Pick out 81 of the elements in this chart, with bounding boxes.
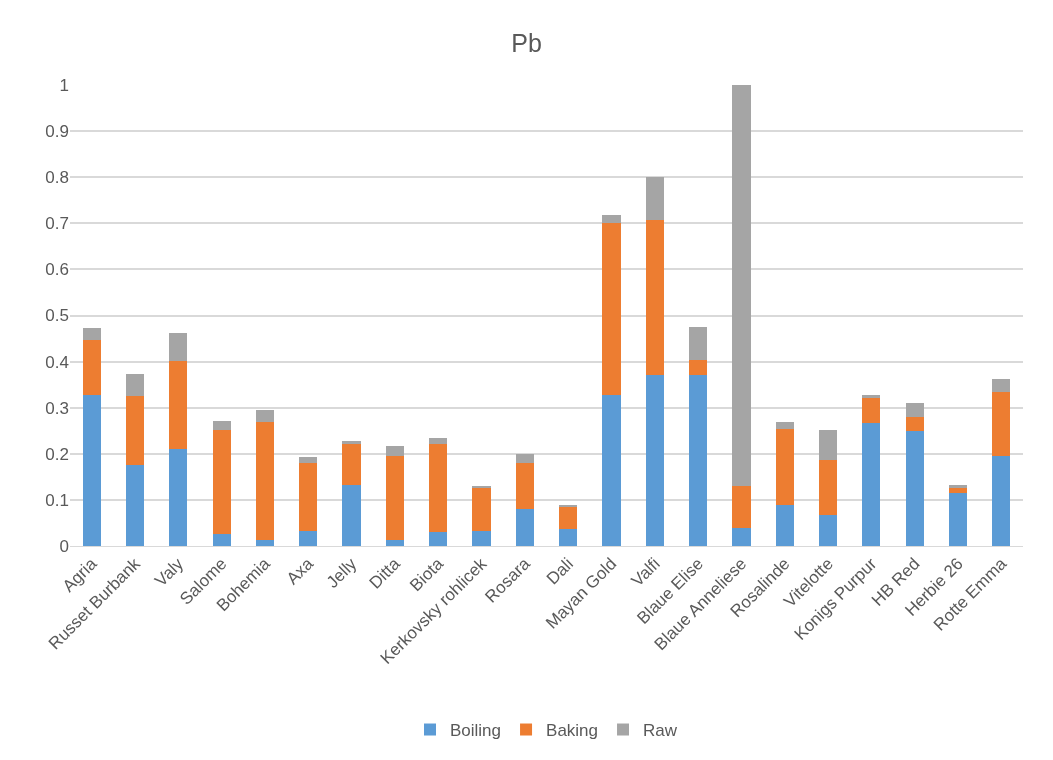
bar [342, 484, 361, 546]
bar [385, 445, 404, 457]
bar [559, 528, 578, 546]
bar [342, 441, 361, 445]
bar [732, 85, 751, 486]
bar [818, 429, 838, 461]
bar [645, 374, 664, 546]
bar [299, 456, 318, 463]
x-tick-label: Dali [542, 554, 577, 589]
bar [255, 410, 275, 422]
bar [992, 391, 1011, 457]
bar [948, 487, 968, 493]
bar [299, 462, 318, 531]
bar [862, 422, 881, 546]
bar [645, 220, 664, 375]
y-tick-label: 0.6 [45, 260, 69, 280]
bar [472, 487, 491, 531]
bar [602, 222, 621, 395]
legend-label: Boiling [450, 721, 502, 741]
bar [169, 333, 188, 362]
legend-label: Raw [643, 721, 678, 741]
bar [732, 527, 751, 546]
bar [515, 462, 534, 510]
y-tick-label: 0.7 [45, 214, 69, 234]
bar [212, 429, 231, 534]
bar [169, 361, 188, 450]
bar [212, 533, 231, 546]
bar [775, 505, 794, 546]
y-tick-label: 1 [59, 75, 69, 95]
y-tick-label: 0.9 [45, 122, 69, 142]
bar [905, 416, 924, 431]
bar [818, 460, 838, 515]
bar [515, 509, 534, 546]
bar [125, 373, 145, 397]
bar [429, 532, 448, 546]
y-tick-label: 0.8 [45, 168, 69, 188]
bar [125, 396, 145, 466]
bar [82, 339, 101, 396]
bar [905, 430, 924, 546]
y-tick-label: 0.3 [45, 398, 69, 418]
bar [948, 484, 968, 488]
y-tick-label: 0 [59, 536, 69, 556]
bar [775, 428, 794, 506]
bar [602, 214, 621, 223]
bar [255, 421, 275, 540]
y-tick-label: 0.5 [45, 306, 69, 326]
bar [689, 374, 708, 546]
bar [429, 438, 448, 445]
bar [948, 492, 968, 546]
y-tick-label: 0.2 [45, 444, 69, 464]
bar [992, 456, 1011, 546]
bar [255, 539, 275, 546]
bar [429, 444, 448, 533]
bar [212, 420, 231, 430]
bar [342, 444, 361, 485]
bar [472, 530, 491, 546]
bar [862, 398, 881, 423]
bar [82, 395, 101, 546]
y-tick-label: 0.1 [45, 490, 69, 510]
bar [905, 403, 924, 417]
bar [125, 465, 145, 546]
x-tick-label: Valfi [627, 554, 664, 591]
bar [82, 328, 101, 340]
bar [602, 394, 621, 546]
bar [689, 359, 708, 375]
bar [169, 449, 188, 546]
bar [775, 421, 794, 429]
bar [689, 327, 708, 360]
legend-label: Baking [546, 721, 599, 741]
y-tick-label: 0.4 [45, 352, 69, 372]
chart-title: Pb [511, 28, 542, 57]
bar [385, 456, 404, 540]
x-tick-label: Axa [282, 553, 318, 589]
bar [992, 378, 1011, 392]
bar [645, 177, 664, 221]
bar [385, 539, 404, 546]
bar [818, 514, 838, 546]
bar [559, 506, 578, 529]
bar [732, 485, 751, 528]
bar [299, 530, 318, 546]
bar [515, 454, 534, 463]
